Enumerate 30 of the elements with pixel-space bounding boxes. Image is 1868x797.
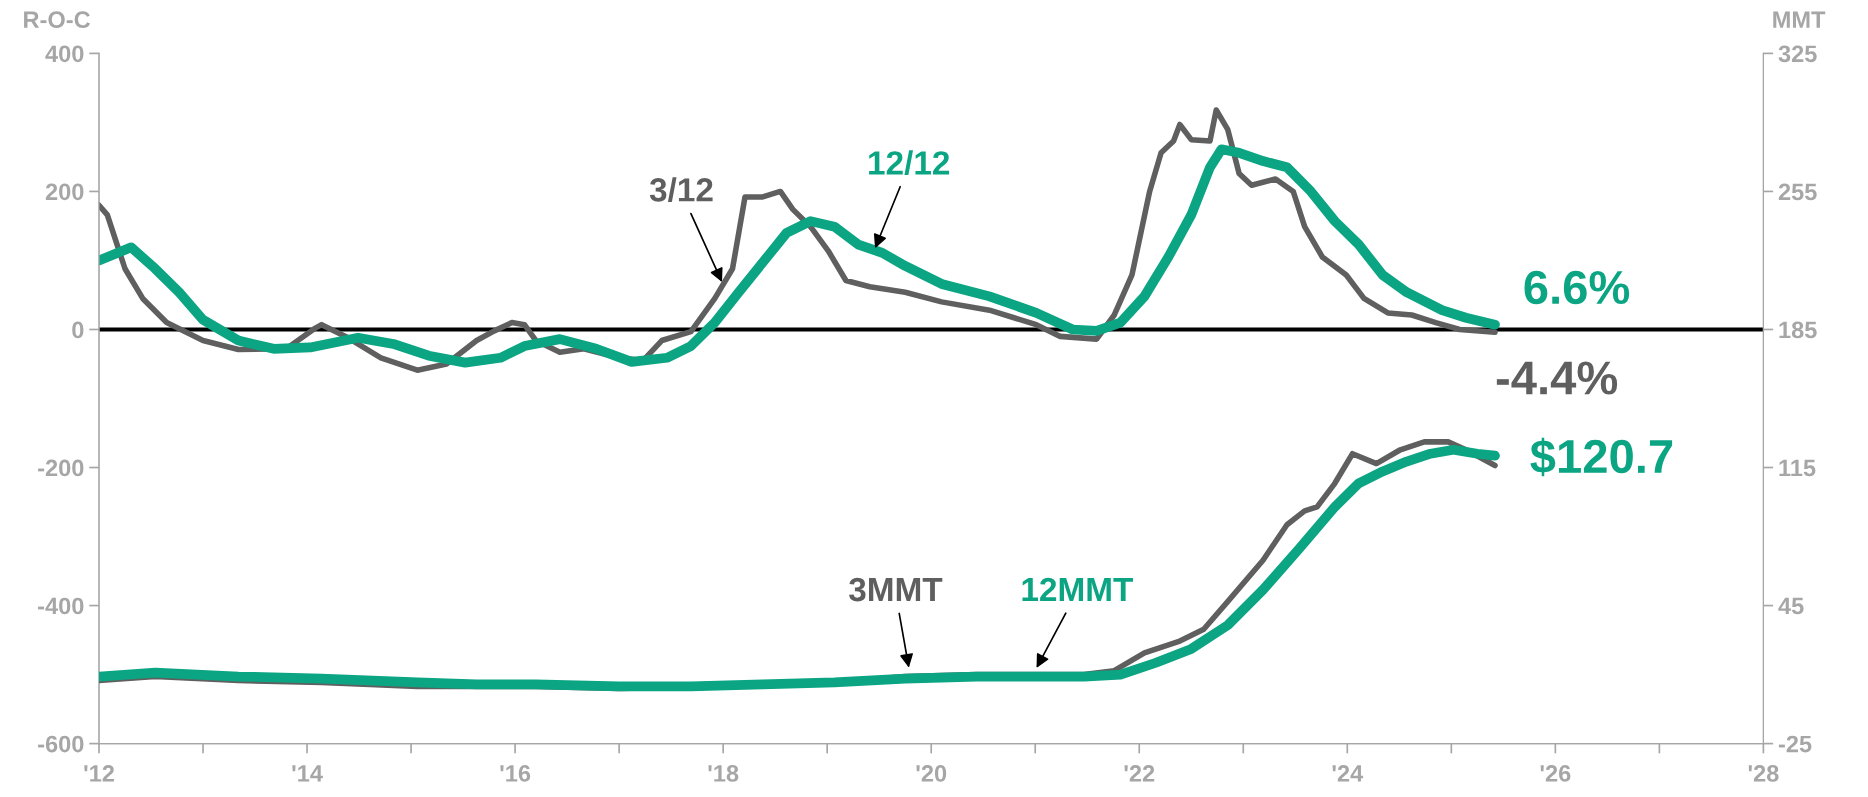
annotation: 12/12 [869,150,950,176]
y-tick-label: -600 [38,735,84,753]
annotation: 3/12 [649,177,713,202]
x-tick-label: '24 [1332,765,1364,782]
x-tick-label: '28 [1748,765,1779,782]
x-tick-label: '12 [84,765,114,782]
annotation: $120.7 [1530,437,1673,477]
y-axis-title: R-O-C [24,11,91,29]
x-tick-label: '16 [500,765,531,782]
x-tick-label: '20 [916,765,947,782]
x-tick-label: '18 [708,765,739,782]
x-tick-label: '26 [1540,765,1571,782]
x-tick-label: '14 [292,765,323,782]
annotation: 3MMT [849,577,943,602]
y-tick-label: 400 [45,45,84,63]
y2-tick-label: 115 [1779,459,1816,477]
y-tick-label: -400 [38,597,84,615]
y2-axis-title: MMT [1773,11,1826,28]
y-tick-label: 200 [45,183,84,201]
y-tick-label: 0 [72,321,84,339]
y2-tick-label: 45 [1778,597,1804,615]
annotation: 12MMT [1022,577,1134,602]
y2-tick-label: 325 [1778,45,1817,63]
y2-tick-label: 255 [1778,183,1817,201]
annotation: 6.6% [1524,270,1630,305]
y2-tick-label: -25 [1778,735,1812,753]
x-tick-label: '22 [1124,765,1155,782]
y2-tick-label: 185 [1779,321,1817,339]
annotation: -4.4% [1496,361,1618,395]
y-tick-label: -200 [38,459,84,477]
